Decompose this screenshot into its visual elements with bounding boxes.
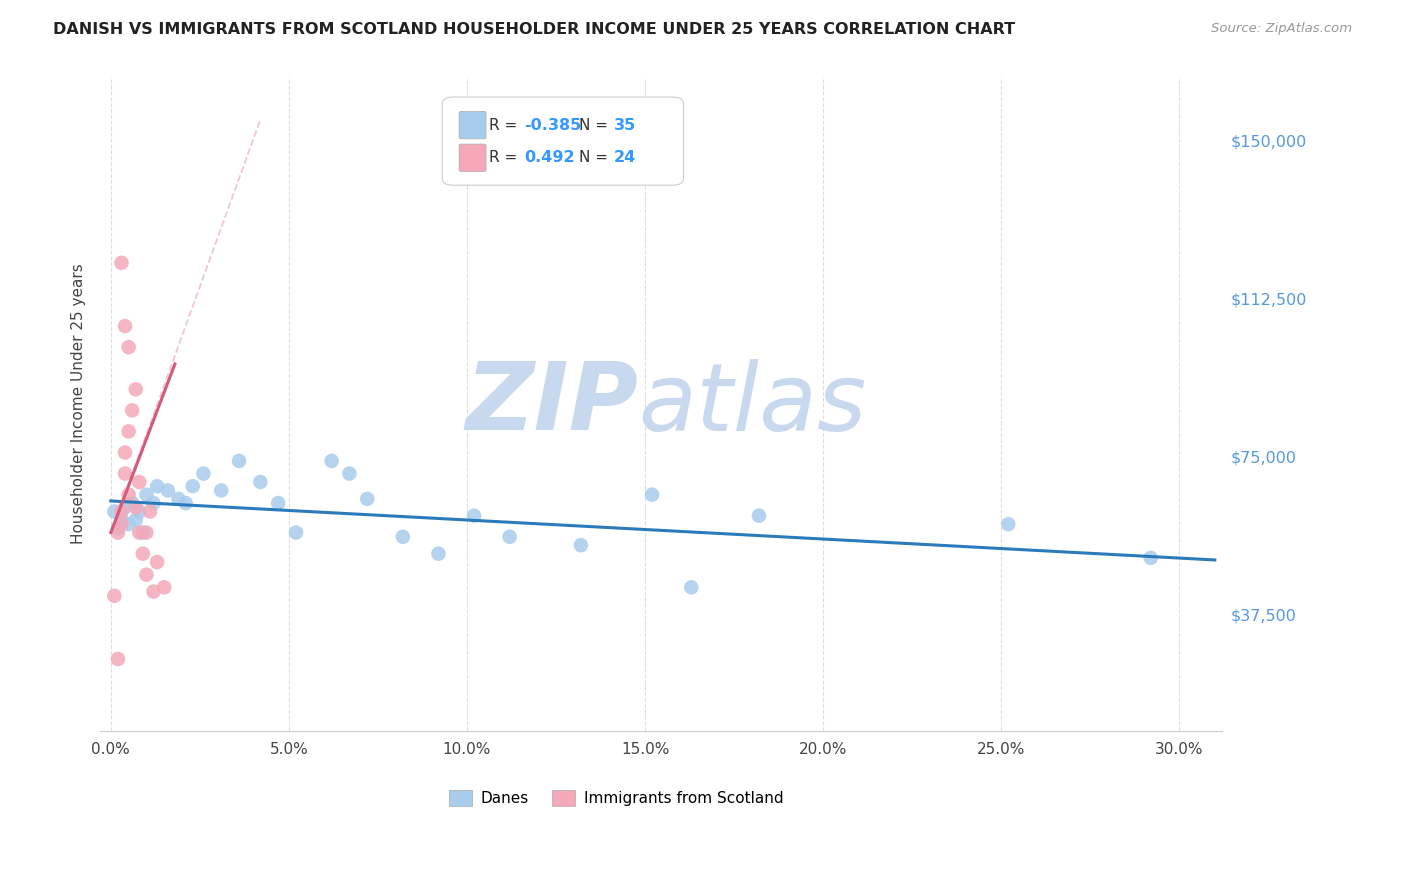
- Text: ZIP: ZIP: [465, 358, 638, 450]
- Point: [125, 513, 148, 527]
- Point: [135, 488, 157, 502]
- Point: [135, 525, 157, 540]
- Point: [114, 467, 136, 481]
- Point: [107, 521, 129, 535]
- Point: [110, 256, 132, 270]
- Point: [114, 500, 136, 515]
- Point: [181, 479, 204, 493]
- Point: [146, 479, 169, 493]
- Point: [167, 491, 190, 506]
- Text: 24: 24: [614, 150, 636, 165]
- Point: [128, 525, 150, 540]
- Point: [321, 454, 343, 468]
- Point: [641, 488, 664, 502]
- Point: [117, 340, 139, 354]
- Point: [117, 488, 139, 502]
- Point: [142, 584, 165, 599]
- Point: [569, 538, 592, 552]
- Point: [135, 567, 157, 582]
- Text: Source: ZipAtlas.com: Source: ZipAtlas.com: [1212, 22, 1353, 36]
- Text: N =: N =: [579, 118, 613, 133]
- Point: [107, 652, 129, 666]
- Point: [128, 504, 150, 518]
- FancyBboxPatch shape: [443, 97, 683, 186]
- Point: [285, 525, 308, 540]
- Point: [132, 547, 155, 561]
- Point: [110, 513, 132, 527]
- Point: [125, 382, 148, 396]
- Point: [339, 467, 361, 481]
- Point: [463, 508, 485, 523]
- Point: [153, 580, 176, 594]
- Point: [132, 525, 155, 540]
- FancyBboxPatch shape: [460, 145, 486, 171]
- Point: [392, 530, 415, 544]
- Point: [249, 475, 271, 489]
- Point: [110, 504, 132, 518]
- Text: -0.385: -0.385: [524, 118, 582, 133]
- Point: [267, 496, 290, 510]
- Text: 35: 35: [614, 118, 636, 133]
- Point: [114, 445, 136, 459]
- Point: [117, 517, 139, 532]
- Point: [103, 589, 125, 603]
- Point: [121, 403, 143, 417]
- Text: 0.492: 0.492: [524, 150, 575, 165]
- Point: [681, 580, 703, 594]
- Text: DANISH VS IMMIGRANTS FROM SCOTLAND HOUSEHOLDER INCOME UNDER 25 YEARS CORRELATION: DANISH VS IMMIGRANTS FROM SCOTLAND HOUSE…: [53, 22, 1015, 37]
- Point: [193, 467, 215, 481]
- FancyBboxPatch shape: [460, 112, 486, 139]
- Point: [427, 547, 450, 561]
- Point: [228, 454, 250, 468]
- Point: [121, 496, 143, 510]
- Point: [156, 483, 179, 498]
- Point: [209, 483, 232, 498]
- Legend: Danes, Immigrants from Scotland: Danes, Immigrants from Scotland: [443, 784, 790, 813]
- Point: [142, 496, 165, 510]
- Text: N =: N =: [579, 150, 613, 165]
- Point: [146, 555, 169, 569]
- Point: [114, 319, 136, 334]
- Point: [356, 491, 378, 506]
- Point: [117, 425, 139, 439]
- Text: atlas: atlas: [638, 359, 868, 450]
- Point: [103, 504, 125, 518]
- Point: [174, 496, 197, 510]
- Text: R =: R =: [489, 150, 527, 165]
- Point: [139, 504, 162, 518]
- Point: [107, 525, 129, 540]
- Text: R =: R =: [489, 118, 523, 133]
- Point: [748, 508, 770, 523]
- Point: [110, 517, 132, 532]
- Point: [1139, 550, 1161, 565]
- Point: [499, 530, 522, 544]
- Point: [128, 475, 150, 489]
- Y-axis label: Householder Income Under 25 years: Householder Income Under 25 years: [72, 264, 86, 544]
- Point: [997, 517, 1019, 532]
- Point: [125, 500, 148, 515]
